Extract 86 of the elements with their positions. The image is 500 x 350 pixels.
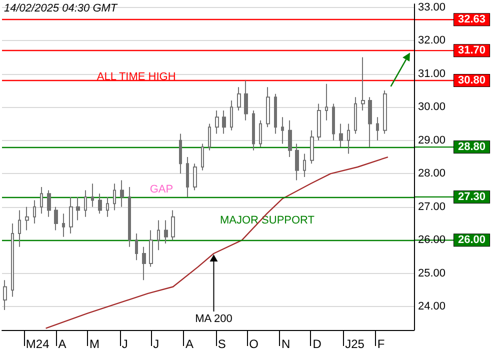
candlestick xyxy=(332,103,335,141)
candlestick xyxy=(84,190,87,218)
annotation: MAJOR SUPPORT xyxy=(220,214,315,227)
x-tick-label: J xyxy=(153,337,160,350)
candlestick xyxy=(164,220,168,244)
y-tick-label: 31.00 xyxy=(418,68,446,80)
candlestick xyxy=(295,143,299,181)
y-tick-label: 25.00 xyxy=(418,267,446,280)
candlestick xyxy=(157,220,160,251)
x-tick-label: N xyxy=(281,337,290,350)
ref-line-label: 31.70 xyxy=(458,44,486,57)
candlestick xyxy=(259,120,262,148)
y-tick-label: 24.00 xyxy=(418,300,446,313)
candlestick xyxy=(62,213,65,238)
candlestick xyxy=(303,153,306,178)
annotation: MA 200 xyxy=(195,312,232,325)
candlestick xyxy=(3,280,7,311)
candlestick xyxy=(76,196,80,221)
candlestick xyxy=(201,143,204,171)
candlestick xyxy=(40,186,43,214)
annotation: GAP xyxy=(150,183,174,196)
candlestick xyxy=(135,233,138,261)
candlestick xyxy=(361,56,365,111)
x-tick-label: M xyxy=(90,337,100,350)
candlestick xyxy=(193,163,197,191)
ref-line-label: 26.00 xyxy=(458,234,486,246)
candlestick xyxy=(186,156,189,198)
candlestick xyxy=(33,200,36,224)
candlestick xyxy=(149,230,153,268)
x-tick-label: S xyxy=(218,337,226,350)
candlestick xyxy=(325,83,328,121)
ref-line-label: 28.80 xyxy=(458,141,486,154)
x-tick-label: F xyxy=(377,337,385,350)
x-tick-label: J25 xyxy=(345,337,365,350)
ref-line-label: 30.80 xyxy=(458,74,486,87)
candlestick xyxy=(274,93,277,134)
candlestick xyxy=(354,96,357,134)
annotation: 14/02/2025 04:30 GMT xyxy=(4,2,118,14)
x-tick-label: A xyxy=(185,337,194,350)
x-tick-label: J xyxy=(122,337,128,350)
candlestick xyxy=(69,196,73,234)
y-tick-label: 30.00 xyxy=(418,101,446,114)
candlestick xyxy=(215,110,219,134)
candlestick xyxy=(230,100,233,131)
candlestick xyxy=(113,183,116,211)
candlestick xyxy=(128,186,131,248)
x-tick-label: A xyxy=(58,337,66,350)
ref-line-label: 27.30 xyxy=(458,190,486,203)
candlestick xyxy=(142,246,146,281)
ref-line-label: 32.63 xyxy=(458,14,486,26)
candlestick xyxy=(25,206,29,231)
candlestick xyxy=(120,180,124,208)
candlestick xyxy=(317,103,321,141)
candlestick xyxy=(208,123,211,151)
y-tick-label: 27.00 xyxy=(418,200,446,213)
candlestick xyxy=(11,223,14,298)
candlestick xyxy=(91,183,94,208)
candlestick xyxy=(18,210,21,248)
candlestick xyxy=(244,80,248,121)
x-tick-label: M24 xyxy=(26,337,50,350)
candlestick xyxy=(179,133,182,174)
y-tick-label: 32.00 xyxy=(418,34,446,47)
candlestick xyxy=(310,130,314,164)
candlestick xyxy=(54,206,58,231)
candlestick xyxy=(288,120,292,158)
y-tick-label: 29.00 xyxy=(418,134,446,146)
annotation: ALL TIME HIGH xyxy=(96,71,176,84)
candlestick xyxy=(281,116,284,144)
candlestick xyxy=(368,96,372,148)
candlestick xyxy=(171,210,175,241)
candlestick xyxy=(383,90,387,134)
candlestick xyxy=(347,123,350,154)
candlestick xyxy=(106,196,109,218)
candlestick xyxy=(252,110,255,151)
y-tick-label: 33.00 xyxy=(418,1,446,14)
x-tick-label: O xyxy=(249,337,258,350)
candlestick xyxy=(376,116,379,141)
candlestick xyxy=(47,190,51,218)
candlestick xyxy=(339,123,343,148)
candlestick xyxy=(266,86,270,128)
line-series xyxy=(45,156,389,329)
y-tick-label: 28.00 xyxy=(418,168,446,180)
candlestick xyxy=(98,193,102,214)
candlestick xyxy=(237,86,241,111)
candlestick xyxy=(222,110,226,134)
x-tick-label: D xyxy=(312,337,322,350)
